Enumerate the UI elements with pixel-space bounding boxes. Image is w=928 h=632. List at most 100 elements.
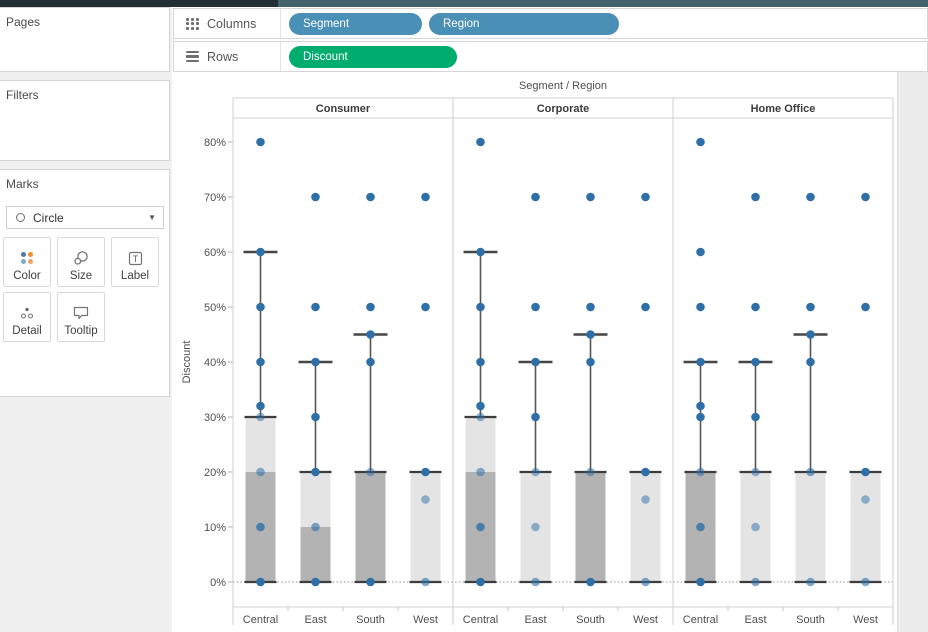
data-point[interactable] xyxy=(696,577,705,587)
data-point[interactable] xyxy=(696,137,705,147)
data-point[interactable] xyxy=(861,577,870,587)
data-point[interactable] xyxy=(476,302,485,312)
data-point[interactable] xyxy=(366,357,375,367)
box-lower-half[interactable] xyxy=(355,472,386,582)
box-column-central[interactable] xyxy=(683,137,718,587)
tooltip-button[interactable]: Tooltip xyxy=(57,292,105,342)
data-point[interactable] xyxy=(366,330,375,339)
data-point[interactable] xyxy=(696,401,705,411)
box-column-south[interactable] xyxy=(573,192,608,587)
data-point[interactable] xyxy=(256,401,265,411)
box-column-east[interactable] xyxy=(738,192,773,587)
data-point[interactable] xyxy=(256,302,265,312)
data-point[interactable] xyxy=(476,401,485,411)
data-point[interactable] xyxy=(531,302,540,312)
box-column-south[interactable] xyxy=(353,192,388,587)
data-point[interactable] xyxy=(641,467,650,477)
data-point[interactable] xyxy=(751,192,760,202)
data-point[interactable] xyxy=(751,357,760,367)
data-point[interactable] xyxy=(366,577,375,587)
data-point[interactable] xyxy=(256,577,265,587)
data-point[interactable] xyxy=(421,302,430,312)
data-point[interactable] xyxy=(806,192,815,202)
data-point[interactable] xyxy=(531,577,540,587)
data-point[interactable] xyxy=(751,302,760,312)
data-point[interactable] xyxy=(421,577,430,587)
data-point[interactable] xyxy=(476,467,485,477)
box-column-west[interactable] xyxy=(849,192,882,587)
pages-shelf[interactable]: Pages xyxy=(0,7,170,72)
data-point[interactable] xyxy=(751,467,760,477)
box-upper-half[interactable] xyxy=(630,472,661,582)
pill-discount[interactable]: Discount xyxy=(289,45,457,68)
data-point[interactable] xyxy=(421,495,430,504)
data-point[interactable] xyxy=(696,412,705,422)
chevron-down-icon[interactable]: ▼ xyxy=(148,213,156,222)
data-point[interactable] xyxy=(256,522,265,532)
data-point[interactable] xyxy=(421,192,430,202)
data-point[interactable] xyxy=(366,192,375,202)
box-column-west[interactable] xyxy=(409,192,442,587)
rows-shelf[interactable]: Rows Discount xyxy=(173,41,928,72)
data-point[interactable] xyxy=(696,467,705,477)
discount-boxplot-chart[interactable]: Segment / Region 0% 10% 20% 30% 40% 50% 60% 70% 8… xyxy=(178,72,928,632)
box-upper-half[interactable] xyxy=(465,417,496,472)
data-point[interactable] xyxy=(476,522,485,532)
data-point[interactable] xyxy=(256,467,265,477)
data-point[interactable] xyxy=(311,192,320,202)
detail-button[interactable]: Detail xyxy=(3,292,51,342)
mark-type-dropdown[interactable]: Circle ▼ xyxy=(6,206,164,229)
data-point[interactable] xyxy=(311,302,320,312)
box-lower-half[interactable] xyxy=(300,527,331,582)
box-column-central[interactable] xyxy=(243,137,278,587)
data-point[interactable] xyxy=(861,302,870,312)
data-point[interactable] xyxy=(641,192,650,202)
data-point[interactable] xyxy=(806,577,815,587)
label-button[interactable]: T Label xyxy=(111,237,159,287)
columns-shelf[interactable]: Columns Segment Region xyxy=(173,8,928,39)
data-point[interactable] xyxy=(311,522,320,532)
data-point[interactable] xyxy=(861,467,870,477)
data-point[interactable] xyxy=(696,357,705,367)
data-point[interactable] xyxy=(641,495,650,504)
data-point[interactable] xyxy=(421,467,430,477)
data-point[interactable] xyxy=(256,137,265,147)
data-point[interactable] xyxy=(476,577,485,587)
data-point[interactable] xyxy=(806,467,815,477)
box-lower-half[interactable] xyxy=(575,472,606,582)
data-point[interactable] xyxy=(531,192,540,202)
box-column-east[interactable] xyxy=(518,192,553,587)
data-point[interactable] xyxy=(531,412,540,422)
data-point[interactable] xyxy=(531,357,540,367)
data-point[interactable] xyxy=(311,357,320,367)
data-point[interactable] xyxy=(366,467,375,477)
size-button[interactable]: Size xyxy=(57,237,105,287)
data-point[interactable] xyxy=(861,495,870,504)
data-point[interactable] xyxy=(256,412,265,422)
box-upper-half[interactable] xyxy=(410,472,441,582)
box-column-west[interactable] xyxy=(629,192,662,587)
data-point[interactable] xyxy=(586,577,595,587)
data-point[interactable] xyxy=(586,330,595,339)
pill-segment[interactable]: Segment xyxy=(289,12,422,35)
data-point[interactable] xyxy=(256,357,265,367)
data-point[interactable] xyxy=(366,302,375,312)
data-point[interactable] xyxy=(641,577,650,587)
data-point[interactable] xyxy=(586,302,595,312)
filters-shelf[interactable]: Filters xyxy=(0,80,170,161)
color-button[interactable]: Color xyxy=(3,237,51,287)
data-point[interactable] xyxy=(476,412,485,422)
box-upper-half[interactable] xyxy=(850,472,881,582)
box-column-central[interactable] xyxy=(463,137,498,587)
data-point[interactable] xyxy=(586,467,595,477)
data-point[interactable] xyxy=(476,357,485,367)
data-point[interactable] xyxy=(751,412,760,422)
box-upper-half[interactable] xyxy=(245,417,276,472)
data-point[interactable] xyxy=(476,247,485,257)
data-point[interactable] xyxy=(531,522,540,532)
data-point[interactable] xyxy=(311,577,320,587)
box-column-east[interactable] xyxy=(298,192,333,587)
box-upper-half[interactable] xyxy=(300,472,331,527)
data-point[interactable] xyxy=(586,357,595,367)
data-point[interactable] xyxy=(476,137,485,147)
